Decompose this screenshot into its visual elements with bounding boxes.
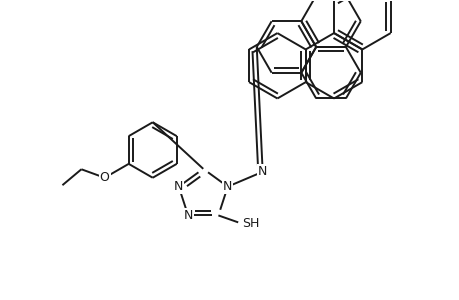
Text: N: N (257, 165, 267, 178)
Text: SH: SH (241, 217, 259, 230)
Text: N: N (183, 209, 192, 222)
Text: N: N (174, 180, 183, 193)
Text: N: N (223, 180, 232, 193)
Text: O: O (100, 171, 109, 184)
